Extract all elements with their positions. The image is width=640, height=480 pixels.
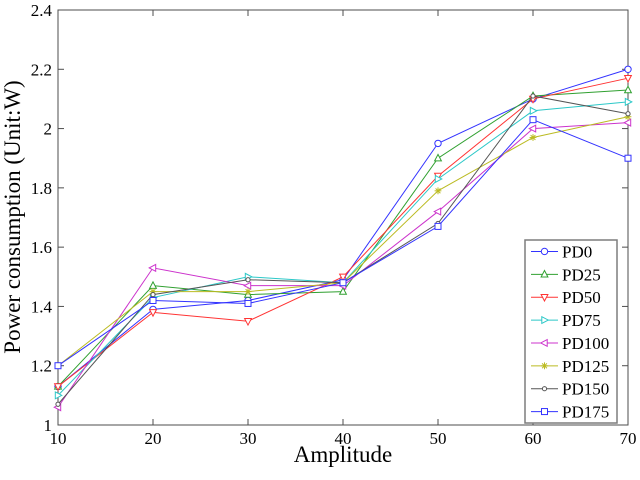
legend-label: PD25 (562, 265, 601, 284)
legend-label: PD150 (562, 380, 609, 399)
legend-item-PD150: PD150 (531, 380, 609, 399)
plot-area: 10 20 30 40 50 60 70 1 1.2 1.4 1.6 1.8 2 2.2 2.4 (31, 1, 637, 448)
x-tick-label: 60 (525, 429, 542, 448)
legend-box (524, 239, 618, 424)
legend-item-PD50: PD50 (531, 288, 601, 307)
legend-label: PD50 (562, 288, 601, 307)
y-tick-label: 2.4 (31, 1, 53, 20)
legend-item-PD125: PD125 (531, 357, 609, 376)
legend-label: PD75 (562, 311, 601, 330)
legend-label: PD175 (562, 403, 609, 422)
legend-item-PD25: PD25 (531, 265, 601, 284)
x-tick-label: 40 (335, 429, 352, 448)
legend-label: PD100 (562, 334, 609, 353)
x-tick-label: 70 (620, 429, 637, 448)
legend-item-PD75: PD75 (531, 311, 601, 330)
y-tick-label: 2.2 (31, 60, 52, 79)
y-tick-label: 1.2 (31, 357, 52, 376)
x-tick-label: 10 (50, 429, 67, 448)
x-tick-label: 50 (430, 429, 447, 448)
series-PD175 (54, 116, 632, 370)
y-tick-label: 2 (44, 120, 53, 139)
legend-label: PD125 (562, 357, 609, 376)
y-axis-title: Power consumption (Unit:W) (0, 80, 25, 353)
y-tick-label: 1.4 (31, 297, 53, 316)
legend-label: PD0 (562, 242, 592, 261)
legend-item-PD175: PD175 (531, 403, 609, 422)
legend-item-PD0: PD0 (531, 242, 592, 261)
x-tick-label: 20 (145, 429, 162, 448)
legend: PD0 PD25 PD50 PD75 PD100 PD125 PD150 PD175 (524, 239, 618, 424)
y-tick-label: 1.6 (31, 238, 52, 257)
y-tick-label: 1.8 (31, 179, 52, 198)
x-tick-label: 30 (240, 429, 257, 448)
x-axis-title: Amplitude (294, 442, 392, 467)
legend-item-PD100: PD100 (531, 334, 609, 353)
y-tick-label: 1 (44, 416, 53, 435)
